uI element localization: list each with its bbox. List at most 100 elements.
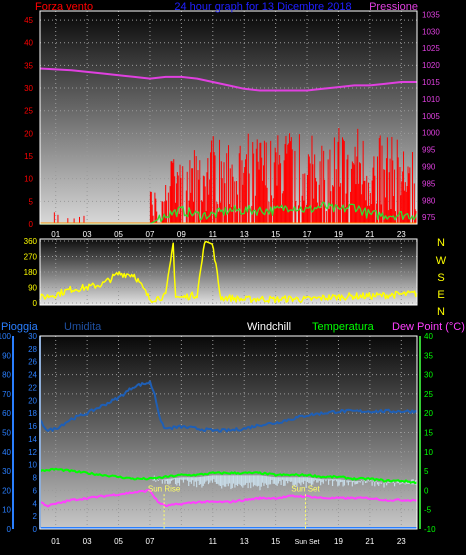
- compass-letter: N: [437, 237, 445, 249]
- wind-left-tick: 10: [24, 175, 33, 184]
- rain-left-tick: 2: [33, 512, 38, 521]
- wind-panel-ticks: 0510152025303540459759809859909951000100…: [24, 10, 440, 239]
- wind-x-tick: 19: [334, 230, 343, 239]
- weather-x-tick: 07: [146, 537, 155, 546]
- weather-x-tick: 11: [209, 537, 218, 546]
- direction-panel-frame: [39, 238, 418, 306]
- rain-left-tick: 10: [28, 461, 37, 470]
- weather-x-tick: 15: [271, 537, 280, 546]
- rain-label: Pioggia: [1, 321, 39, 333]
- wind-left-tick: 40: [24, 39, 33, 48]
- humidity-left-tick: 20: [2, 486, 11, 495]
- temperature-line: [39, 467, 418, 485]
- direction-left-tick: 360: [24, 237, 38, 246]
- rain-left-tick: 16: [28, 422, 37, 431]
- compass-letter: S: [437, 272, 444, 284]
- wind-left-tick: 0: [29, 220, 34, 229]
- rain-left-tick: 18: [28, 409, 37, 418]
- humidity-left-tick: 60: [2, 409, 11, 418]
- pressure-right-tick: 975: [422, 213, 436, 222]
- humidity-left-tick: 70: [2, 390, 11, 399]
- rain-left-tick: 14: [28, 435, 37, 444]
- weather-panel-ticks: 0102030405060708090100024681012141618202…: [0, 332, 436, 546]
- weather-x-tick: 19: [334, 537, 343, 546]
- wind-x-tick: 01: [51, 230, 60, 239]
- temp-right-tick: 5: [424, 467, 429, 476]
- dewpoint-label: Dew Point (°C): [392, 321, 465, 333]
- wind-left-tick: 5: [29, 197, 34, 206]
- wind-left-tick: 15: [24, 152, 33, 161]
- graph-date-title: 24 hour graph for 13 Dicembre 2018: [174, 1, 351, 13]
- wind-x-tick: 11: [209, 230, 218, 239]
- pressure-right-tick: 995: [422, 146, 436, 155]
- pressure-right-tick: 990: [422, 163, 436, 172]
- rain-left-tick: 8: [33, 474, 38, 483]
- temp-right-tick: 35: [424, 351, 433, 360]
- humidity-left-tick: 40: [2, 448, 11, 457]
- rain-left-tick: 0: [33, 525, 38, 534]
- rain-left-tick: 28: [28, 345, 37, 354]
- weather-x-tick: 01: [51, 537, 60, 546]
- weather-x-tick: 21: [365, 537, 374, 546]
- wind-left-tick: 25: [24, 107, 33, 116]
- compass-letter: N: [437, 306, 445, 318]
- pressure-label: Pressione: [369, 1, 418, 13]
- weather-x-tick: 23: [397, 537, 406, 546]
- humidity-label: Umidita: [64, 321, 102, 333]
- temp-right-tick: 30: [424, 371, 433, 380]
- temp-right-tick: 40: [424, 332, 433, 341]
- humidity-left-tick: 0: [7, 525, 12, 534]
- direction-panel-grid: [40, 239, 417, 305]
- wind-x-tick: 05: [114, 230, 123, 239]
- weather-x-tick: 03: [83, 537, 92, 546]
- temp-right-tick: 25: [424, 390, 433, 399]
- wind-left-tick: 20: [24, 129, 33, 138]
- temp-right-tick: 15: [424, 429, 433, 438]
- direction-left-tick: 90: [28, 284, 37, 293]
- direction-left-tick: 270: [24, 253, 38, 262]
- direction-left-tick: 180: [24, 268, 38, 277]
- humidity-left-tick: 50: [2, 429, 11, 438]
- wind-x-tick: 17: [303, 230, 312, 239]
- pressure-right-tick: 1035: [422, 10, 440, 19]
- direction-left-tick: 0: [33, 299, 38, 308]
- sunset-label: Sun Set: [291, 484, 320, 493]
- humidity-left-tick: 100: [0, 332, 12, 341]
- compass-letter: E: [437, 289, 444, 301]
- wind-x-tick: 21: [365, 230, 374, 239]
- wind-x-tick: 13: [240, 230, 249, 239]
- direction-line: [39, 240, 418, 304]
- weather-panel-lines: Sun Rise Sun Set: [39, 380, 418, 529]
- pressure-line: [39, 67, 417, 92]
- rain-left-tick: 24: [28, 371, 37, 380]
- pressure-right-tick: 1010: [422, 95, 440, 104]
- dewpoint-line: [39, 489, 418, 508]
- temp-right-tick: 10: [424, 448, 433, 457]
- temperature-label: Temperatura: [312, 321, 375, 333]
- wind-x-tick: 15: [271, 230, 280, 239]
- direction-panel-lines: [39, 240, 418, 304]
- pressure-right-tick: 980: [422, 196, 436, 205]
- pressure-right-tick: 1020: [422, 61, 440, 70]
- humidity-left-tick: 80: [2, 371, 11, 380]
- weather-x-tick: 05: [114, 537, 123, 546]
- weather-panel-frame: [39, 335, 418, 530]
- temp-right-tick: -10: [424, 525, 436, 534]
- temp-right-tick: 0: [424, 486, 429, 495]
- wind-left-tick: 45: [24, 16, 33, 25]
- weather-x-tick: Sun Set: [295, 539, 320, 546]
- pressure-right-tick: 1030: [422, 27, 440, 36]
- wind-panel-frame: [39, 10, 418, 225]
- wind-speed-label: Forza vento: [35, 1, 93, 13]
- rain-left-tick: 12: [28, 448, 37, 457]
- pressure-right-tick: 1015: [422, 78, 440, 87]
- pressure-right-tick: 1005: [422, 112, 440, 121]
- wind-x-tick: 09: [177, 230, 186, 239]
- wind-x-tick: 03: [83, 230, 92, 239]
- humidity-line: [39, 380, 418, 433]
- temp-right-tick: 20: [424, 409, 433, 418]
- wind-x-tick: 23: [397, 230, 406, 239]
- rain-left-tick: 20: [28, 396, 37, 405]
